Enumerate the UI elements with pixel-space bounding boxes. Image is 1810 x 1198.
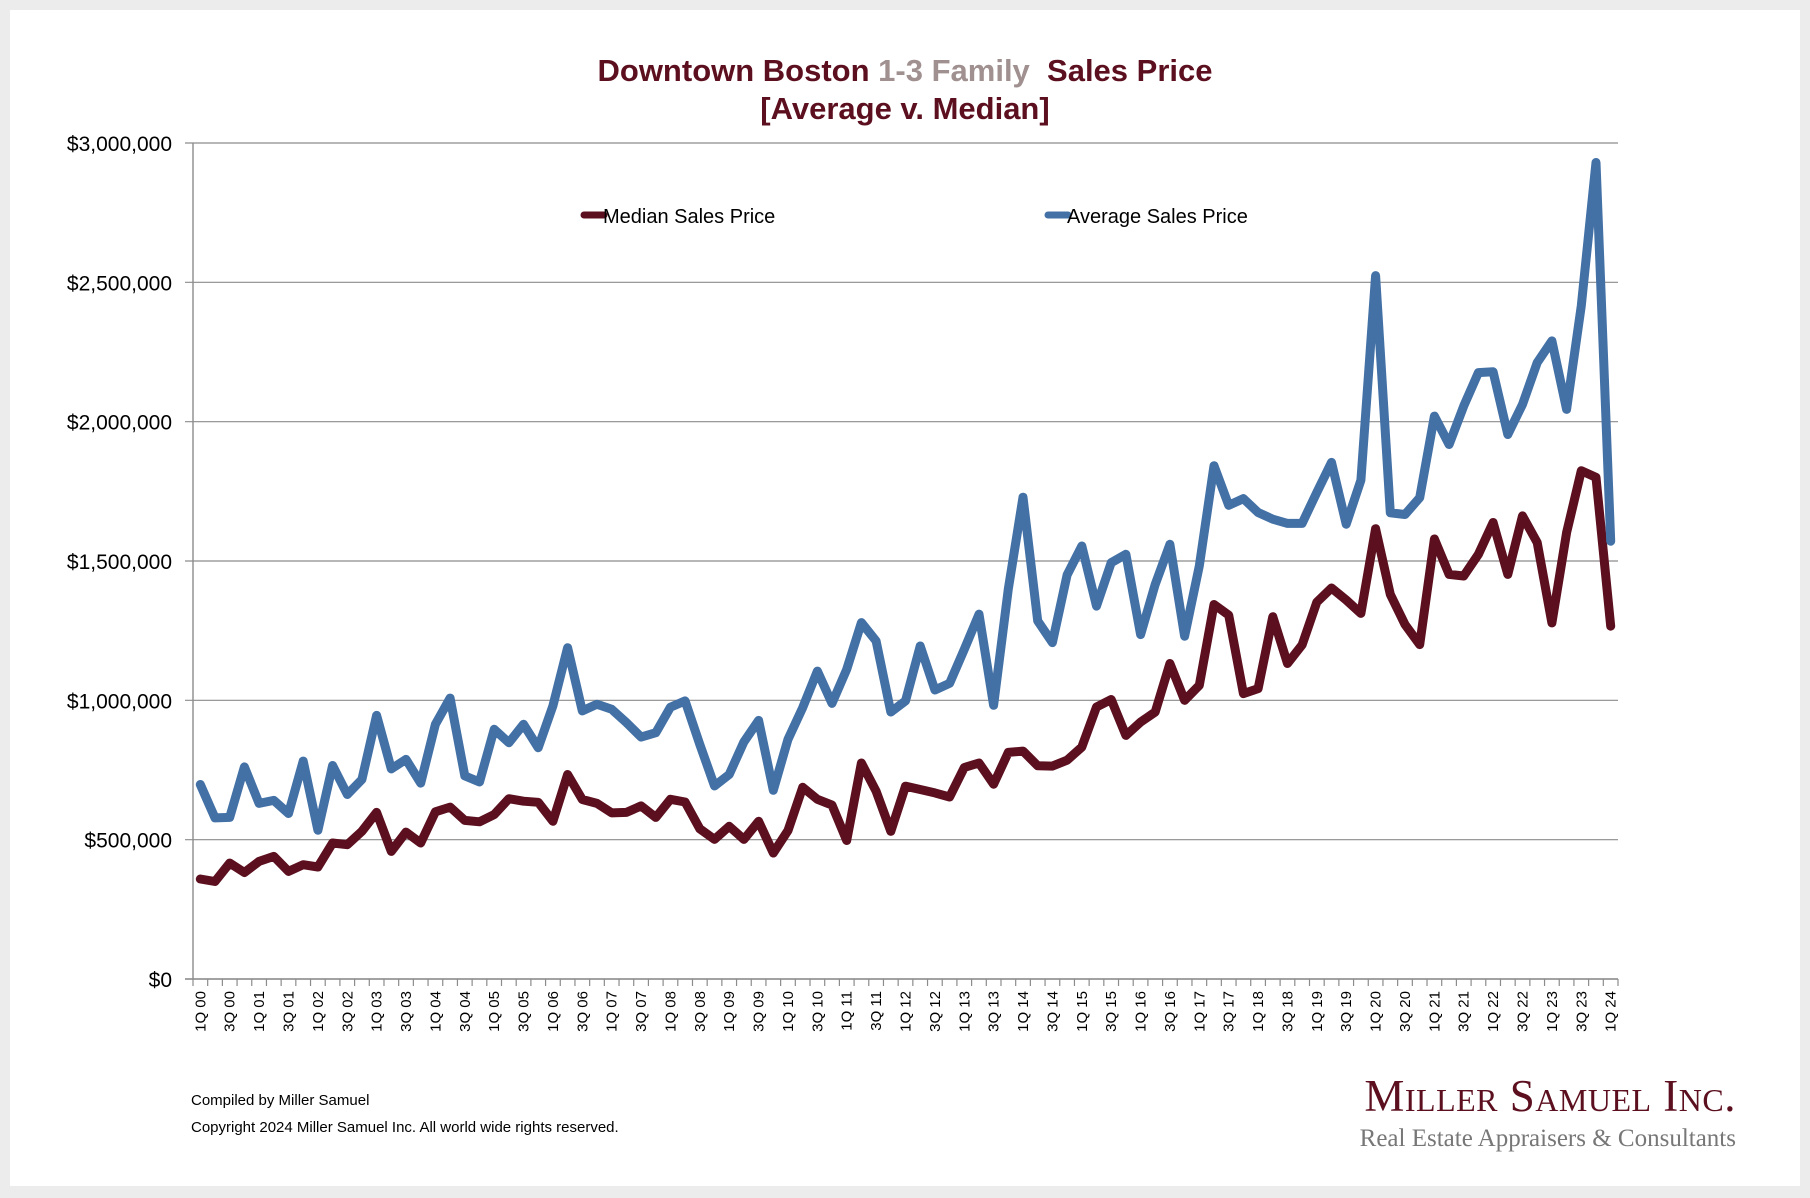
x-tick-label: 1Q 07 bbox=[604, 991, 621, 1032]
x-tick-label: 3Q 14 bbox=[1044, 991, 1061, 1032]
compiled-by-note: Compiled by Miller Samuel bbox=[191, 1092, 370, 1109]
x-tick-label: 3Q 22 bbox=[1515, 991, 1532, 1032]
company-logo: Miller Samuel Inc. Real Estate Appraiser… bbox=[1360, 1070, 1736, 1156]
x-tick-label: 3Q 20 bbox=[1397, 991, 1414, 1032]
legend: Median Sales Price Average Sales Price bbox=[580, 206, 1248, 228]
copyright-note: Copyright 2024 Miller Samuel Inc. All wo… bbox=[191, 1119, 619, 1136]
x-tick-label: 1Q 13 bbox=[956, 991, 973, 1032]
x-tick-label: 1Q 17 bbox=[1191, 991, 1208, 1032]
x-tick-label: 1Q 06 bbox=[545, 991, 562, 1032]
x-tick-label: 1Q 08 bbox=[662, 991, 679, 1032]
x-tick-label: 3Q 13 bbox=[986, 991, 1003, 1032]
y-tick-label: $0 bbox=[149, 969, 172, 992]
logo-tagline: Real Estate Appraisers & Consultants bbox=[1359, 1125, 1736, 1152]
x-tick-label: 1Q 01 bbox=[251, 991, 268, 1032]
x-tick-label: 3Q 15 bbox=[1103, 991, 1120, 1032]
x-tick-label: 1Q 24 bbox=[1603, 991, 1620, 1032]
legend-item-average: Average Sales Price bbox=[1044, 206, 1248, 228]
y-tick-label: $3,000,000 bbox=[67, 133, 172, 156]
x-tick-label: 3Q 00 bbox=[222, 991, 239, 1032]
x-tick-label: 3Q 03 bbox=[398, 991, 415, 1032]
x-tick-label: 3Q 08 bbox=[692, 991, 709, 1032]
x-tick-label: 1Q 04 bbox=[427, 991, 444, 1032]
x-tick-label: 3Q 21 bbox=[1456, 991, 1473, 1032]
x-tick-label: 1Q 10 bbox=[780, 991, 797, 1032]
x-tick-label: 1Q 05 bbox=[486, 991, 503, 1032]
logo-company-name: Miller Samuel Inc. bbox=[1364, 1071, 1736, 1121]
x-tick-label: 1Q 03 bbox=[369, 991, 386, 1032]
x-tick-label: 1Q 00 bbox=[192, 991, 209, 1032]
y-axis-labels: $0 $500,000 $1,000,000 $1,500,000 $2,000,000… bbox=[67, 133, 172, 992]
title-property-type: 1-3 Family bbox=[878, 53, 1030, 88]
x-axis bbox=[185, 143, 1619, 986]
median-sales-price-line bbox=[195, 466, 1616, 886]
x-tick-label: 1Q 02 bbox=[310, 991, 327, 1032]
x-tick-label: 3Q 09 bbox=[751, 991, 768, 1032]
x-axis-labels: 1Q 00 3Q 00 1Q 01 3Q 01 1Q 02 3Q 02 1Q 03 3Q 03… bbox=[192, 991, 1619, 1032]
title-line-2: [Average v. Median] bbox=[760, 91, 1050, 126]
x-tick-label: 3Q 04 bbox=[457, 991, 474, 1032]
x-tick-label: 1Q 23 bbox=[1544, 991, 1561, 1032]
legend-label-average: Average Sales Price bbox=[1067, 206, 1248, 228]
x-tick-label: 3Q 17 bbox=[1221, 991, 1238, 1032]
x-tick-label: 1Q 09 bbox=[721, 991, 738, 1032]
y-tick-label: $1,000,000 bbox=[67, 690, 172, 713]
x-tick-label: 1Q 14 bbox=[1015, 991, 1032, 1032]
y-tick-label: $1,500,000 bbox=[67, 551, 172, 574]
x-tick-label: 1Q 12 bbox=[898, 991, 915, 1032]
x-tick-label: 1Q 22 bbox=[1485, 991, 1502, 1032]
x-tick-label: 3Q 18 bbox=[1279, 991, 1296, 1032]
x-tick-label: 3Q 05 bbox=[516, 991, 533, 1032]
x-tick-label: 3Q 23 bbox=[1573, 991, 1590, 1032]
x-tick-label: 3Q 16 bbox=[1162, 991, 1179, 1032]
chart-title: Downtown Boston 1-3 Family Sales Price [… bbox=[0, 52, 1810, 128]
chart-panel bbox=[10, 10, 1800, 1186]
x-tick-label: 1Q 15 bbox=[1074, 991, 1091, 1032]
x-tick-label: 3Q 12 bbox=[927, 991, 944, 1032]
x-tick-label: 1Q 16 bbox=[1133, 991, 1150, 1032]
series-lines bbox=[195, 158, 1616, 886]
x-tick-label: 3Q 10 bbox=[809, 991, 826, 1032]
x-tick-label: 3Q 11 bbox=[868, 991, 885, 1031]
average-sales-price-line bbox=[195, 158, 1616, 835]
x-tick-label: 3Q 19 bbox=[1338, 991, 1355, 1032]
title-metric: Sales Price bbox=[1029, 53, 1213, 88]
x-tick-label: 1Q 11 bbox=[839, 991, 856, 1031]
x-tick-label: 1Q 19 bbox=[1309, 991, 1326, 1032]
gridlines bbox=[185, 142, 1618, 980]
x-tick-label: 3Q 06 bbox=[574, 991, 591, 1032]
x-tick-label: 3Q 01 bbox=[280, 991, 297, 1032]
x-tick-label: 1Q 18 bbox=[1250, 991, 1267, 1032]
y-tick-label: $2,000,000 bbox=[67, 412, 172, 435]
x-tick-label: 1Q 21 bbox=[1426, 991, 1443, 1032]
x-tick-label: 1Q 20 bbox=[1368, 991, 1385, 1032]
legend-item-median: Median Sales Price bbox=[580, 206, 775, 228]
y-tick-label: $2,500,000 bbox=[67, 272, 172, 295]
title-location: Downtown Boston bbox=[597, 53, 879, 88]
x-tick-label: 3Q 02 bbox=[339, 991, 356, 1032]
y-tick-label: $500,000 bbox=[84, 830, 172, 853]
title-line-1: Downtown Boston 1-3 Family Sales Price bbox=[0, 52, 1810, 90]
legend-label-median: Median Sales Price bbox=[603, 206, 775, 228]
x-tick-label: 3Q 07 bbox=[633, 991, 650, 1032]
